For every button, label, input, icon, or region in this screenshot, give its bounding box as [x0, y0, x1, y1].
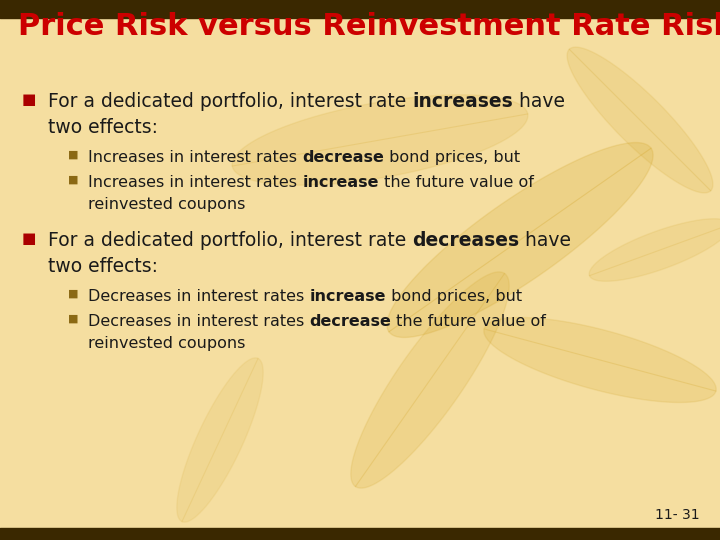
Polygon shape — [484, 318, 716, 402]
Text: ■: ■ — [22, 92, 37, 107]
Text: ■: ■ — [68, 314, 78, 324]
Text: ■: ■ — [22, 231, 37, 246]
Polygon shape — [387, 143, 653, 338]
Polygon shape — [177, 358, 263, 522]
Text: ■: ■ — [68, 150, 78, 160]
Text: bond prices, but: bond prices, but — [384, 150, 520, 165]
Text: Increases in interest rates: Increases in interest rates — [88, 150, 302, 165]
Text: decreases: decreases — [413, 231, 519, 250]
Text: have: have — [513, 92, 565, 111]
Polygon shape — [232, 95, 528, 185]
Text: ■: ■ — [68, 289, 78, 299]
Text: Decreases in interest rates: Decreases in interest rates — [88, 314, 310, 329]
Text: two effects:: two effects: — [48, 118, 158, 137]
Text: For a dedicated portfolio, interest rate: For a dedicated portfolio, interest rate — [48, 231, 413, 250]
Text: reinvested coupons: reinvested coupons — [88, 336, 246, 351]
Polygon shape — [567, 47, 713, 193]
Text: Decreases in interest rates: Decreases in interest rates — [88, 289, 310, 304]
Text: the future value of: the future value of — [379, 175, 534, 190]
Text: reinvested coupons: reinvested coupons — [88, 197, 246, 212]
Text: For a dedicated portfolio, interest rate: For a dedicated portfolio, interest rate — [48, 92, 413, 111]
Text: 11- 31: 11- 31 — [655, 508, 700, 522]
Text: increase: increase — [302, 175, 379, 190]
Text: have: have — [519, 231, 572, 250]
Text: two effects:: two effects: — [48, 257, 158, 276]
Text: increases: increases — [413, 92, 513, 111]
Text: decrease: decrease — [310, 314, 391, 329]
Text: bond prices, but: bond prices, but — [386, 289, 522, 304]
Polygon shape — [351, 272, 509, 488]
Text: ■: ■ — [68, 175, 78, 185]
Text: increase: increase — [310, 289, 386, 304]
Polygon shape — [589, 219, 720, 281]
Text: Price Risk versus Reinvestment Rate Risk: Price Risk versus Reinvestment Rate Risk — [18, 12, 720, 41]
Text: Increases in interest rates: Increases in interest rates — [88, 175, 302, 190]
Text: decrease: decrease — [302, 150, 384, 165]
Text: the future value of: the future value of — [391, 314, 546, 329]
